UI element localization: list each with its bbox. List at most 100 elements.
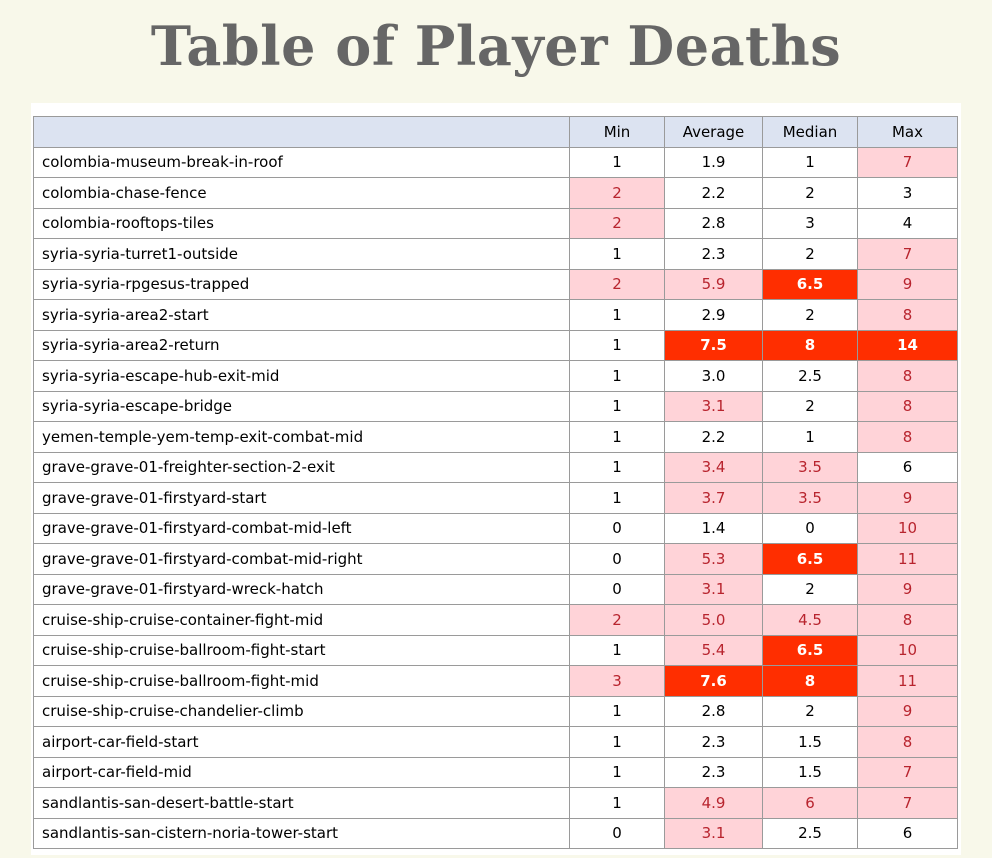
level-name-cell: airport-car-field-mid (33, 756, 570, 788)
min-value-cell: 1 (569, 482, 665, 514)
min-value-cell: 1 (569, 634, 665, 666)
table-row: cruise-ship-cruise-container-fight-mid 2 5… (33, 604, 958, 636)
median-value-cell: 2 (762, 390, 858, 422)
table-row: sandlantis-san-desert-battle-start 1 4.9 6 7 (33, 787, 958, 819)
table-row: grave-grave-01-firstyard-combat-mid-righ… (33, 543, 958, 575)
median-value-cell: 2 (762, 695, 858, 727)
median-value-cell: 1 (762, 146, 858, 178)
average-value-cell: 2.3 (664, 726, 763, 758)
min-value-cell: 1 (569, 756, 665, 788)
header-cell-average: Average (664, 116, 763, 148)
header-cell-median: Median (762, 116, 858, 148)
average-value-cell: 2.8 (664, 695, 763, 727)
max-value-cell: 4 (857, 207, 958, 239)
level-name-cell: grave-grave-01-firstyard-wreck-hatch (33, 573, 570, 605)
median-value-cell: 6.5 (762, 634, 858, 666)
max-value-cell: 10 (857, 634, 958, 666)
max-value-cell: 3 (857, 177, 958, 209)
average-value-cell: 5.0 (664, 604, 763, 636)
min-value-cell: 1 (569, 146, 665, 178)
average-value-cell: 2.2 (664, 421, 763, 453)
average-value-cell: 7.6 (664, 665, 763, 697)
median-value-cell: 3.5 (762, 482, 858, 514)
table-row: syria-syria-escape-hub-exit-mid 1 3.0 2.5 8 (33, 360, 958, 392)
level-name-cell: colombia-chase-fence (33, 177, 570, 209)
level-name-cell: grave-grave-01-firstyard-start (33, 482, 570, 514)
average-value-cell: 2.3 (664, 238, 763, 270)
max-value-cell: 7 (857, 787, 958, 819)
median-value-cell: 2 (762, 573, 858, 605)
table-body: colombia-museum-break-in-roof 1 1.9 1 7 colom… (33, 146, 958, 849)
table-row: airport-car-field-start 1 2.3 1.5 8 (33, 726, 958, 758)
table-row: grave-grave-01-firstyard-start 1 3.7 3.5 9 (33, 482, 958, 514)
median-value-cell: 1.5 (762, 726, 858, 758)
max-value-cell: 7 (857, 146, 958, 178)
max-value-cell: 8 (857, 299, 958, 331)
max-value-cell: 8 (857, 421, 958, 453)
average-value-cell: 5.4 (664, 634, 763, 666)
max-value-cell: 9 (857, 573, 958, 605)
min-value-cell: 1 (569, 390, 665, 422)
min-value-cell: 1 (569, 238, 665, 270)
max-value-cell: 7 (857, 238, 958, 270)
min-value-cell: 0 (569, 573, 665, 605)
table-row: cruise-ship-cruise-ballroom-fight-mid 3 7.… (33, 665, 958, 697)
table-row: cruise-ship-cruise-chandelier-climb 1 2.8 2… (33, 695, 958, 727)
level-name-cell: grave-grave-01-freighter-section-2-exit (33, 451, 570, 483)
average-value-cell: 3.1 (664, 390, 763, 422)
level-name-cell: airport-car-field-start (33, 726, 570, 758)
table-container: Min Average Median Max colombia-museum-b… (31, 103, 961, 855)
median-value-cell: 2 (762, 238, 858, 270)
table-row: grave-grave-01-firstyard-combat-mid-left… (33, 512, 958, 544)
median-value-cell: 2.5 (762, 360, 858, 392)
average-value-cell: 1.9 (664, 146, 763, 178)
max-value-cell: 6 (857, 451, 958, 483)
level-name-cell: cruise-ship-cruise-ballroom-fight-start (33, 634, 570, 666)
level-name-cell: cruise-ship-cruise-ballroom-fight-mid (33, 665, 570, 697)
level-name-cell: sandlantis-san-desert-battle-start (33, 787, 570, 819)
max-value-cell: 8 (857, 390, 958, 422)
min-value-cell: 1 (569, 299, 665, 331)
median-value-cell: 6.5 (762, 268, 858, 300)
player-deaths-table: Min Average Median Max colombia-museum-b… (33, 116, 958, 849)
average-value-cell: 3.1 (664, 817, 763, 849)
max-value-cell: 9 (857, 268, 958, 300)
max-value-cell: 6 (857, 817, 958, 849)
median-value-cell: 3 (762, 207, 858, 239)
median-value-cell: 6.5 (762, 543, 858, 575)
table-row: syria-syria-escape-bridge 1 3.1 2 8 (33, 390, 958, 422)
min-value-cell: 2 (569, 604, 665, 636)
max-value-cell: 9 (857, 482, 958, 514)
level-name-cell: syria-syria-turret1-outside (33, 238, 570, 270)
median-value-cell: 1 (762, 421, 858, 453)
max-value-cell: 8 (857, 726, 958, 758)
max-value-cell: 11 (857, 543, 958, 575)
median-value-cell: 8 (762, 329, 858, 361)
slide-title: Table of Player Deaths (150, 14, 842, 78)
average-value-cell: 2.2 (664, 177, 763, 209)
max-value-cell: 8 (857, 360, 958, 392)
median-value-cell: 2 (762, 177, 858, 209)
level-name-cell: syria-syria-rpgesus-trapped (33, 268, 570, 300)
min-value-cell: 1 (569, 695, 665, 727)
median-value-cell: 1.5 (762, 756, 858, 788)
average-value-cell: 4.9 (664, 787, 763, 819)
average-value-cell: 5.3 (664, 543, 763, 575)
min-value-cell: 1 (569, 787, 665, 819)
level-name-cell: grave-grave-01-firstyard-combat-mid-left (33, 512, 570, 544)
table-row: cruise-ship-cruise-ballroom-fight-start 1… (33, 634, 958, 666)
median-value-cell: 6 (762, 787, 858, 819)
average-value-cell: 7.5 (664, 329, 763, 361)
min-value-cell: 1 (569, 726, 665, 758)
min-value-cell: 0 (569, 543, 665, 575)
table-row: colombia-chase-fence 2 2.2 2 3 (33, 177, 958, 209)
level-name-cell: cruise-ship-cruise-chandelier-climb (33, 695, 570, 727)
median-value-cell: 2.5 (762, 817, 858, 849)
level-name-cell: sandlantis-san-cistern-noria-tower-start (33, 817, 570, 849)
median-value-cell: 2 (762, 299, 858, 331)
table-row: sandlantis-san-cistern-noria-tower-start… (33, 817, 958, 849)
header-cell-max: Max (857, 116, 958, 148)
level-name-cell: grave-grave-01-firstyard-combat-mid-righ… (33, 543, 570, 575)
average-value-cell: 3.0 (664, 360, 763, 392)
